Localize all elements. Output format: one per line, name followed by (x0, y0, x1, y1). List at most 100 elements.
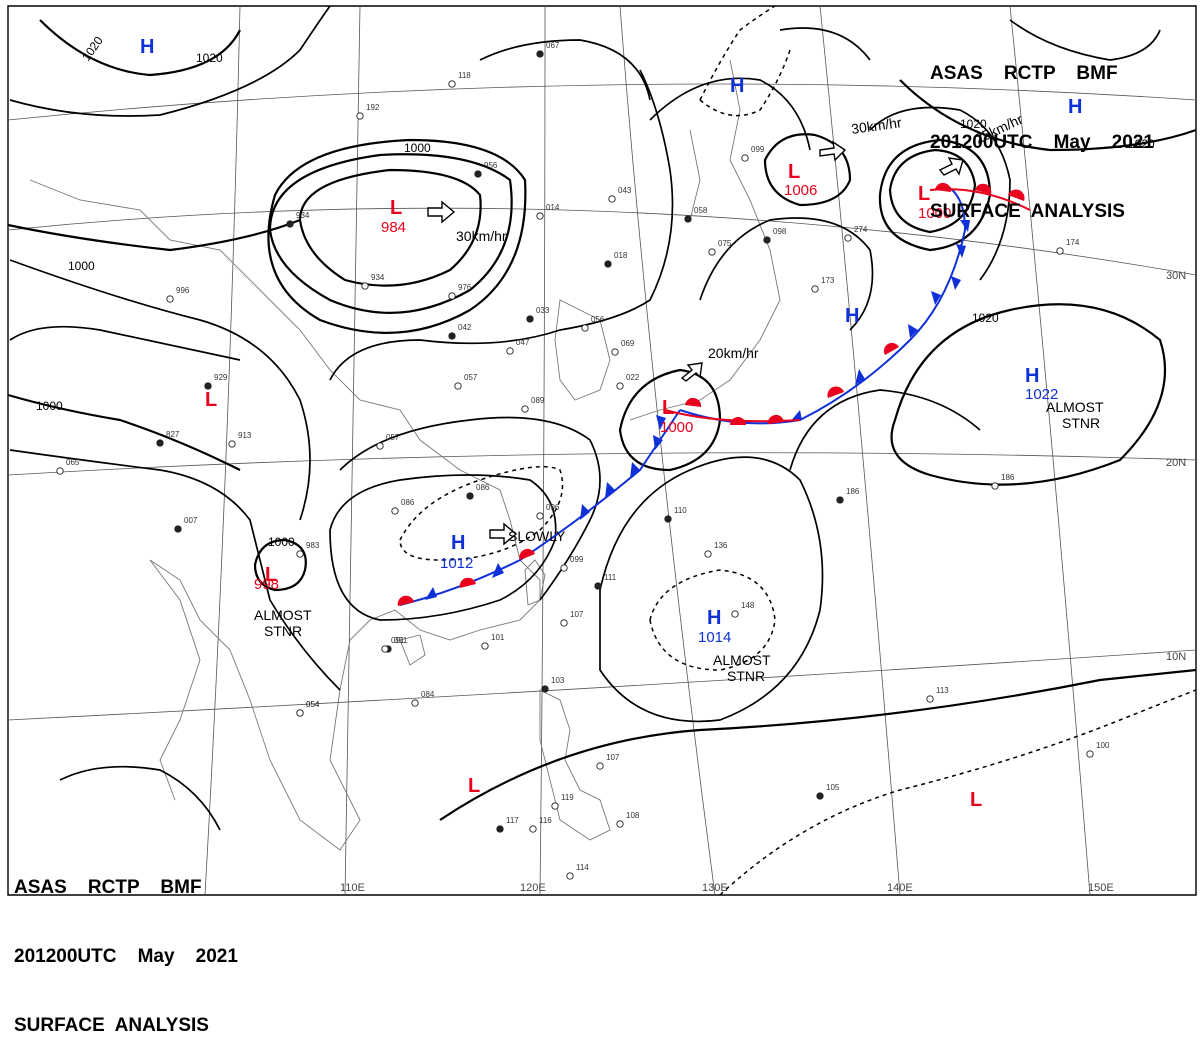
stationary-note: STNR (264, 623, 302, 639)
station-pressure: 136 (714, 541, 728, 550)
isobar-1020-east-ring (890, 303, 1167, 486)
header-line-2: 201200UTC May 2021 (930, 132, 1154, 153)
station-pressure: 057 (386, 433, 400, 442)
stationary-note: ALMOST (254, 607, 312, 623)
station-pressure: 075 (718, 239, 732, 248)
station-marker (376, 442, 384, 450)
station-marker (704, 550, 712, 558)
low-center-marker: L (662, 397, 674, 419)
high-center-marker: H (707, 607, 721, 629)
station-marker (481, 642, 489, 650)
station-marker (474, 170, 482, 178)
warm-front-symbols (397, 182, 1025, 606)
high-center-marker: H (451, 532, 465, 554)
isobar-1020-nw (39, 19, 241, 77)
isobar-1020-ne (899, 79, 1197, 152)
isobars (7, 19, 1197, 821)
station-marker (381, 645, 389, 653)
high-center-value: 1022 (1025, 386, 1058, 403)
station-pressure: 114 (576, 863, 589, 872)
station-marker (361, 282, 369, 290)
header-line-3: SURFACE ANALYSIS (14, 1015, 209, 1036)
station-pressure: 051 (391, 636, 405, 645)
high-center-marker: H (845, 305, 859, 327)
low-center-value: 1000 (660, 419, 693, 436)
station-marker (708, 248, 716, 256)
header-top-right: ASAS RCTP BMF 201200UTC May 2021 SURFACE… (930, 16, 1154, 246)
low-center-marker: L (918, 183, 930, 205)
station-pressure: 084 (421, 690, 435, 699)
station-marker (741, 154, 749, 162)
station-marker (811, 285, 819, 293)
station-pressure: 047 (516, 338, 530, 347)
station-pressure: 118 (458, 71, 471, 80)
station-pressure: 105 (826, 783, 840, 792)
station-marker (56, 467, 64, 475)
station-pressure: 192 (366, 103, 380, 112)
station-marker (664, 515, 672, 523)
motion-label: 30km/hr (850, 114, 903, 137)
station-pressure: 148 (741, 601, 755, 610)
motion-label: 30km/hr (456, 228, 507, 244)
station-marker (521, 405, 529, 413)
isobar-1000-l3 (267, 138, 527, 334)
station-pressure: 956 (484, 161, 498, 170)
station-marker (551, 802, 559, 810)
station-marker (1056, 247, 1064, 255)
stationary-note: ALMOST (713, 652, 771, 668)
high-center-value: 1012 (440, 555, 473, 572)
lon-label: 130E (702, 882, 728, 894)
station-pressure: 086 (401, 498, 415, 507)
station-pressure: 119 (561, 793, 574, 802)
station-marker (156, 439, 164, 447)
station-pressure: 007 (184, 516, 198, 525)
station-marker (536, 512, 544, 520)
isobar-984-l1 (268, 153, 513, 314)
low-center-value: 984 (381, 219, 406, 236)
motion-arrow (819, 140, 847, 162)
low-center-marker: L (788, 161, 800, 183)
station-pressure: 033 (536, 306, 550, 315)
station-marker (448, 292, 456, 300)
station-pressure: 929 (214, 373, 228, 382)
station-pressure: 174 (1066, 238, 1080, 247)
isobars-thin (9, 5, 1161, 831)
station-marker (566, 872, 574, 880)
isobar-984-l2 (298, 168, 482, 287)
graticule (7, 5, 1197, 896)
station-pressure: 042 (458, 323, 472, 332)
station-pressure: 056 (591, 315, 605, 324)
low-center-value: 1006 (784, 182, 817, 199)
isobar-1000-west (7, 218, 301, 252)
station-pressure: 173 (821, 276, 835, 285)
lon-label: 140E (887, 882, 913, 894)
station-pressure: 101 (491, 633, 505, 642)
station-marker (391, 507, 399, 515)
isobar-label: 1000 (404, 141, 431, 155)
station-pressure: 022 (626, 373, 640, 382)
station-pressure: 065 (66, 458, 80, 467)
station-pressure: 069 (621, 339, 635, 348)
station-marker (594, 582, 602, 590)
station-marker (844, 234, 852, 242)
surface-analysis-map: 1020 1020 1020 1020 1020 1000 1000 1000 … (7, 5, 1197, 896)
warm-front-ne (929, 188, 1031, 211)
isobar-labels: 1020 1020 1020 1020 1020 1000 1000 1000 … (36, 34, 1155, 549)
station-marker (296, 709, 304, 717)
station-pressure: 113 (936, 686, 949, 695)
pressure-centers: H H H L 984 L 1006 L 1000 H L L 1000 H 1… (140, 36, 1082, 811)
isobar-label: 1000 (68, 259, 95, 273)
grid-labels: 110E 120E 130E 140E 150E 30N 20N 10N (340, 270, 1186, 894)
high-center-marker: H (1068, 96, 1082, 118)
station-marker (991, 482, 999, 490)
station-marker (411, 699, 419, 707)
lat-label: 30N (1166, 270, 1186, 282)
station-pressure: 018 (614, 251, 628, 260)
station-pressure: 103 (551, 676, 565, 685)
station-marker (448, 80, 456, 88)
low-center-value: 998 (254, 576, 279, 593)
motion-arrow (427, 200, 456, 224)
station-marker (836, 496, 844, 504)
isobar-1000-sw-ring (253, 538, 307, 592)
station-pressure: 111 (604, 573, 617, 582)
